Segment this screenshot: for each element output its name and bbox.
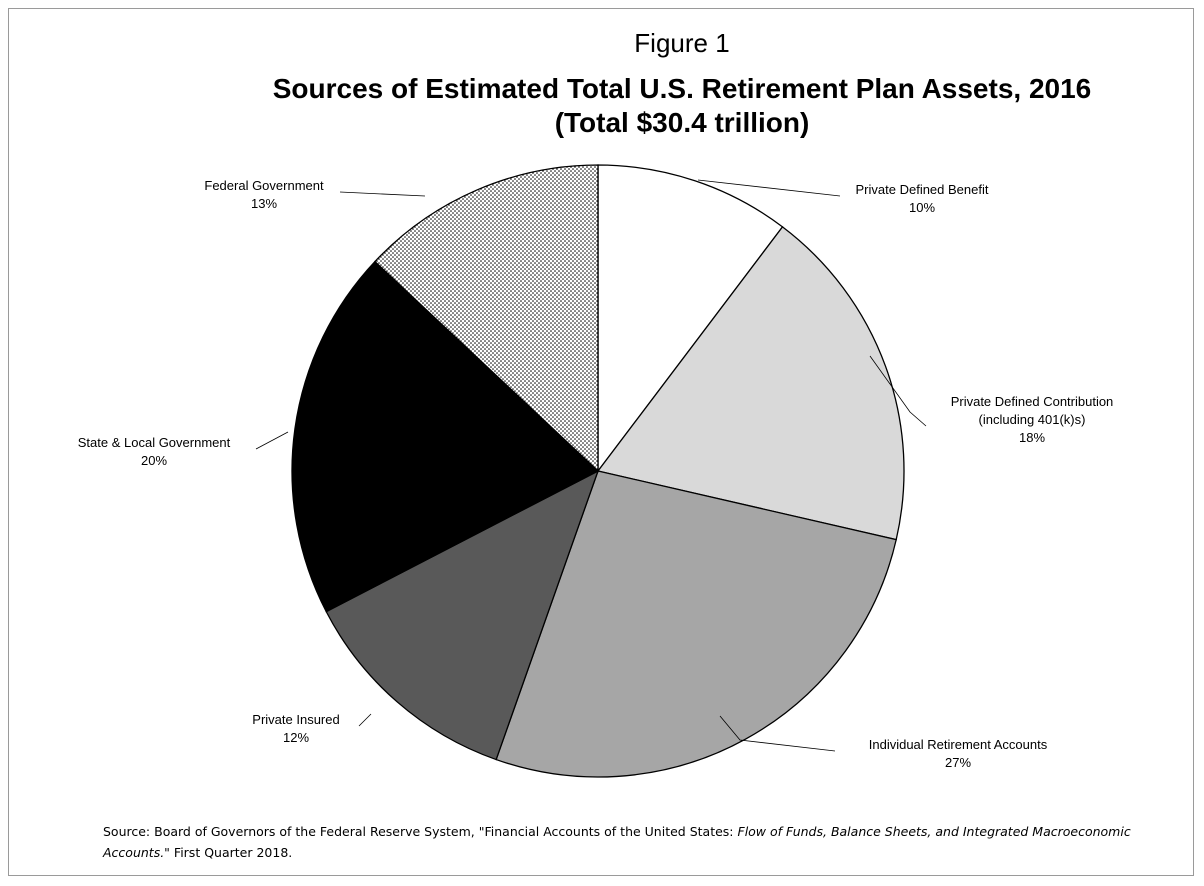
- slice-label-2: Private Defined Contribution: [951, 394, 1114, 409]
- leader-line-6: [339, 191, 426, 197]
- slice-percent-2: 18%: [1019, 430, 1045, 445]
- slice-label-5: State & Local Government: [78, 435, 231, 450]
- pie-slice-4: [325, 469, 600, 761]
- chart-title-line2: (Total $30.4 trillion): [554, 107, 810, 138]
- chart-title-line1: Sources of Estimated Total U.S. Retireme…: [272, 73, 1092, 104]
- pie-slice-1: [597, 164, 784, 473]
- leader-line-5: [255, 431, 289, 450]
- leader-line-2: [869, 355, 927, 427]
- leader-line-4: [358, 713, 372, 727]
- slice-percent-3: 27%: [945, 755, 971, 770]
- source-suffix: First Quarter 2018.: [169, 845, 293, 860]
- source-note: Source: Board of Governors of the Federa…: [103, 821, 1163, 863]
- figure-label: Figure 1: [634, 28, 730, 58]
- slice-percent-6: 13%: [251, 196, 277, 211]
- chart-title: Sources of Estimated Total U.S. Retireme…: [180, 72, 1184, 140]
- pie-slice-6: [374, 164, 599, 473]
- slice-percent-5: 20%: [141, 453, 167, 468]
- slice-label-4: Private Insured: [252, 712, 339, 727]
- slice-label-1: Private Defined Benefit: [856, 182, 989, 197]
- pie-slice-2: [596, 225, 905, 541]
- slice-label-3: Individual Retirement Accounts: [869, 737, 1048, 752]
- pie-slice-5: [291, 260, 600, 613]
- source-prefix: Source: Board of Governors of the Federa…: [103, 824, 738, 839]
- source-italic: Flow of Funds, Balance Sheets, and Integ…: [103, 824, 1131, 860]
- slice-percent-4: 12%: [283, 730, 309, 745]
- slice-label-2: (including 401(k)s): [979, 412, 1086, 427]
- leader-line-1: [697, 179, 841, 197]
- leader-line-3: [719, 715, 836, 752]
- pie-slice-3: [495, 470, 897, 778]
- slice-percent-1: 10%: [909, 200, 935, 215]
- slice-label-6: Federal Government: [204, 178, 324, 193]
- chart-frame: [8, 8, 1194, 876]
